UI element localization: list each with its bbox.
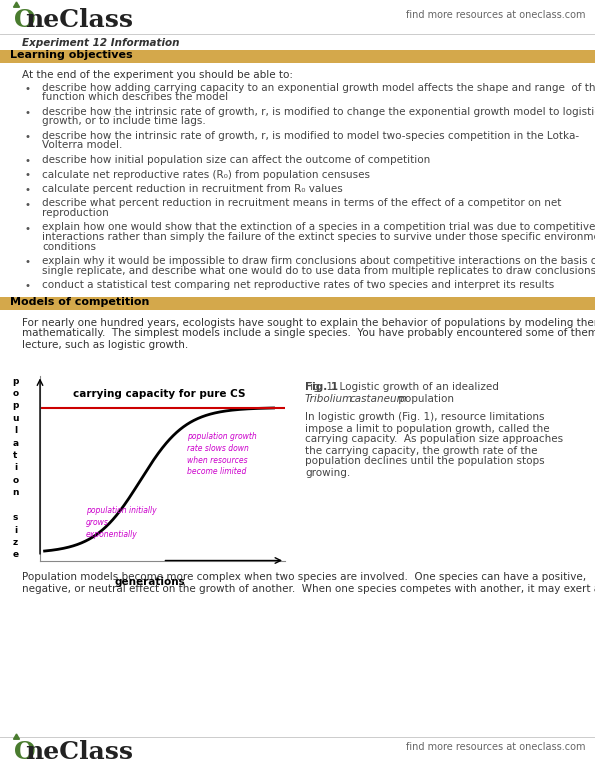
Text: For nearly one hundred years, ecologists have sought to explain the behavior of : For nearly one hundred years, ecologists…	[22, 317, 595, 327]
Text: lecture, such as logistic growth.: lecture, such as logistic growth.	[22, 340, 188, 350]
Text: interactions rather than simply the failure of the extinct species to survive un: interactions rather than simply the fail…	[42, 232, 595, 242]
Text: describe how the intrinsic rate of growth, r, is modified to model two-species c: describe how the intrinsic rate of growt…	[42, 131, 579, 141]
Text: explain why it would be impossible to draw firm conclusions about competitive in: explain why it would be impossible to dr…	[42, 256, 595, 266]
Text: neClass: neClass	[25, 8, 133, 32]
Text: population initially
grows
exponentially: population initially grows exponentially	[86, 506, 156, 539]
Text: population declines until the population stops: population declines until the population…	[305, 457, 544, 467]
Text: impose a limit to population growth, called the: impose a limit to population growth, cal…	[305, 424, 550, 434]
Text: O: O	[14, 8, 36, 32]
Text: •: •	[24, 223, 30, 233]
Text: u: u	[12, 413, 19, 423]
Text: calculate net reproductive rates (R₀) from population censuses: calculate net reproductive rates (R₀) fr…	[42, 169, 370, 179]
Text: In logistic growth (Fig. 1), resource limitations: In logistic growth (Fig. 1), resource li…	[305, 413, 544, 423]
Text: •: •	[24, 257, 30, 267]
Text: •: •	[24, 84, 30, 94]
Text: single replicate, and describe what one would do to use data from multiple repli: single replicate, and describe what one …	[42, 266, 595, 276]
Text: n: n	[12, 488, 19, 497]
Text: describe how the intrinsic rate of growth, r, is modified to change the exponent: describe how the intrinsic rate of growt…	[42, 107, 595, 117]
Text: •: •	[24, 170, 30, 180]
Text: the carrying capacity, the growth rate of the: the carrying capacity, the growth rate o…	[305, 446, 537, 456]
Text: s: s	[13, 513, 18, 522]
Text: Tribolium: Tribolium	[305, 393, 353, 403]
Text: describe how initial population size can affect the outcome of competition: describe how initial population size can…	[42, 155, 430, 165]
Text: •: •	[24, 132, 30, 142]
Text: function which describes the model: function which describes the model	[42, 92, 228, 102]
Text: castaneum: castaneum	[350, 393, 408, 403]
Text: a: a	[12, 439, 18, 447]
Text: Learning objectives: Learning objectives	[10, 51, 133, 61]
Text: o: o	[12, 389, 18, 398]
Text: Experiment 12 Information: Experiment 12 Information	[22, 38, 180, 48]
Text: conditions: conditions	[42, 242, 96, 252]
Text: describe what percent reduction in recruitment means in terms of the effect of a: describe what percent reduction in recru…	[42, 199, 561, 209]
Text: Fig. 1: Fig. 1	[305, 383, 338, 393]
Text: conduct a statistical test comparing net reproductive rates of two species and i: conduct a statistical test comparing net…	[42, 280, 555, 290]
Text: •: •	[24, 108, 30, 118]
Text: negative, or neutral effect on the growth of another.  When one species competes: negative, or neutral effect on the growt…	[22, 584, 595, 594]
Bar	[0, 50, 595, 63]
Text: neClass: neClass	[25, 740, 133, 764]
Text: p: p	[12, 401, 18, 410]
Text: population: population	[395, 393, 454, 403]
Bar	[0, 296, 595, 310]
Text: find more resources at oneclass.com: find more resources at oneclass.com	[406, 742, 585, 752]
Text: Volterra model.: Volterra model.	[42, 140, 123, 150]
Text: carrying capacity for pure CS: carrying capacity for pure CS	[73, 389, 245, 399]
Text: o: o	[12, 476, 18, 485]
Text: t: t	[13, 451, 18, 460]
Text: Population models become more complex when two species are involved.  One specie: Population models become more complex wh…	[22, 573, 586, 582]
Text: describe how adding carrying capacity to an exponential growth model affects the: describe how adding carrying capacity to…	[42, 83, 595, 93]
Text: •: •	[24, 185, 30, 195]
Text: •: •	[24, 199, 30, 209]
Text: Fig. 1  Logistic growth of an idealized: Fig. 1 Logistic growth of an idealized	[305, 383, 502, 393]
Text: At the end of the experiment you should be able to:: At the end of the experiment you should …	[22, 70, 293, 80]
Text: mathematically.  The simplest models include a single species.  You have probabl: mathematically. The simplest models incl…	[22, 329, 595, 339]
Text: reproduction: reproduction	[42, 208, 109, 218]
Text: growth, or to include time lags.: growth, or to include time lags.	[42, 116, 206, 126]
Text: •: •	[24, 281, 30, 291]
Text: generations: generations	[115, 578, 186, 588]
Text: z: z	[13, 538, 18, 547]
Text: p: p	[12, 377, 18, 386]
Text: growing.: growing.	[305, 467, 350, 477]
Text: l: l	[14, 427, 17, 435]
Text: explain how one would show that the extinction of a species in a competition tri: explain how one would show that the exti…	[42, 223, 595, 233]
Text: i: i	[14, 526, 17, 534]
Text: population growth
rate slows down
when resources
become limited: population growth rate slows down when r…	[187, 432, 256, 477]
Text: calculate percent reduction in recruitment from R₀ values: calculate percent reduction in recruitme…	[42, 184, 343, 194]
Text: i: i	[14, 464, 17, 473]
Text: •: •	[24, 156, 30, 166]
Text: find more resources at oneclass.com: find more resources at oneclass.com	[406, 10, 585, 20]
Text: carrying capacity.  As population size approaches: carrying capacity. As population size ap…	[305, 434, 563, 444]
Text: O: O	[14, 740, 36, 764]
Text: e: e	[12, 551, 18, 560]
Text: Models of competition: Models of competition	[10, 297, 149, 307]
